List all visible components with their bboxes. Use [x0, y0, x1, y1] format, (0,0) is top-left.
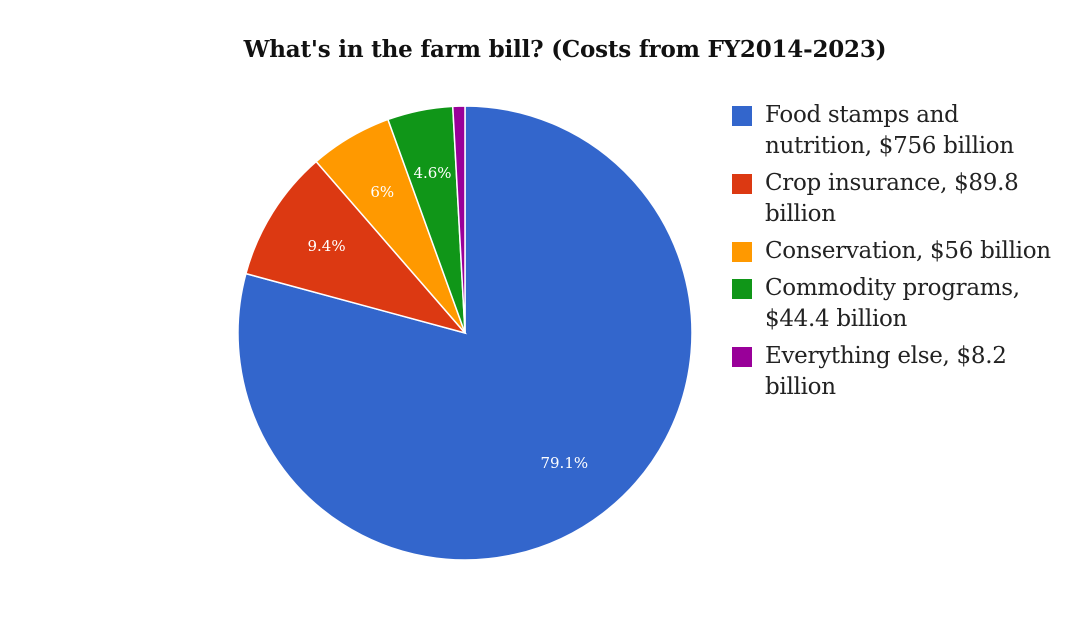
legend-item: Everything else, $8.2 billion [732, 341, 1072, 403]
legend-label: Crop insurance, $89.8 billion [765, 170, 1019, 227]
legend-item: Conservation, $56 billion [732, 236, 1072, 267]
slice-percent-label: 6% [370, 183, 394, 201]
legend-label: Conservation, $56 billion [765, 238, 1051, 264]
legend-item: Crop insurance, $89.8 billion [732, 168, 1072, 230]
legend-swatch [732, 174, 752, 194]
legend-label: Food stamps and nutrition, $756 billion [765, 102, 1014, 159]
legend-label: Everything else, $8.2 billion [765, 343, 1007, 400]
legend-item: Commodity programs, $44.4 billion [732, 273, 1072, 335]
pie-slice [237, 105, 693, 561]
legend-swatch [732, 347, 752, 367]
slice-percent-label: 4.6% [413, 164, 451, 182]
legend: Food stamps and nutrition, $756 billion C… [732, 100, 1072, 409]
legend-label: Commodity programs, $44.4 billion [765, 275, 1020, 332]
chart-title: What's in the farm bill? (Costs from FY2… [243, 36, 887, 63]
slice-percent-label: 79.1% [540, 454, 588, 472]
legend-item: Food stamps and nutrition, $756 billion [732, 100, 1072, 162]
pie-slice [244, 160, 468, 335]
legend-swatch [732, 279, 752, 299]
legend-swatch [732, 106, 752, 126]
pie-slice [451, 105, 466, 334]
slice-percent-label: 9.4% [307, 237, 345, 255]
legend-swatch [732, 242, 752, 262]
